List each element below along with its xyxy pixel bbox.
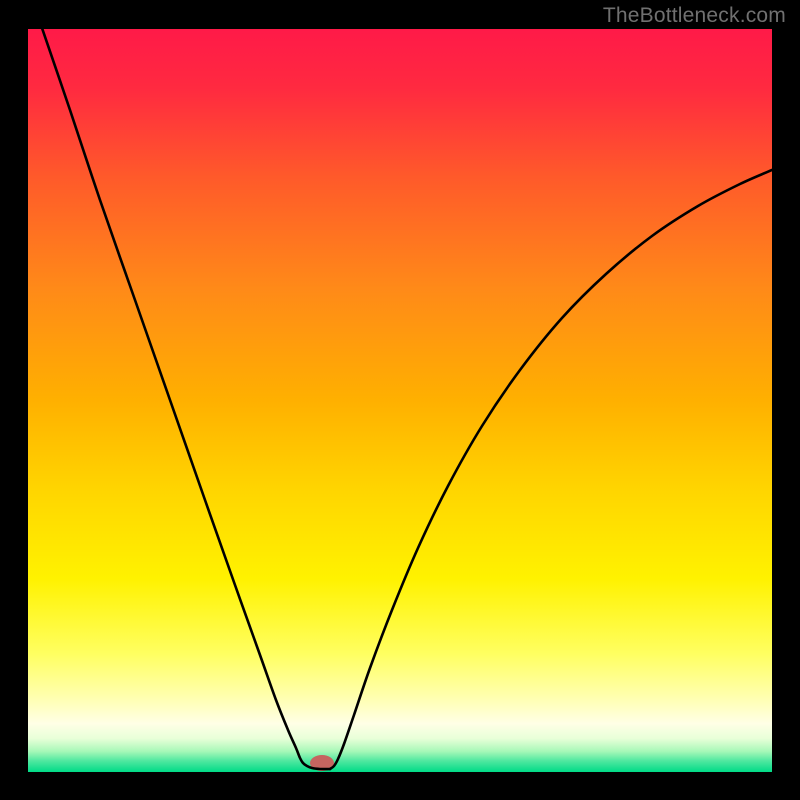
minimum-marker bbox=[310, 755, 334, 771]
watermark-text: TheBottleneck.com bbox=[603, 4, 786, 28]
gradient-background bbox=[28, 29, 772, 772]
plot-area bbox=[28, 29, 772, 772]
